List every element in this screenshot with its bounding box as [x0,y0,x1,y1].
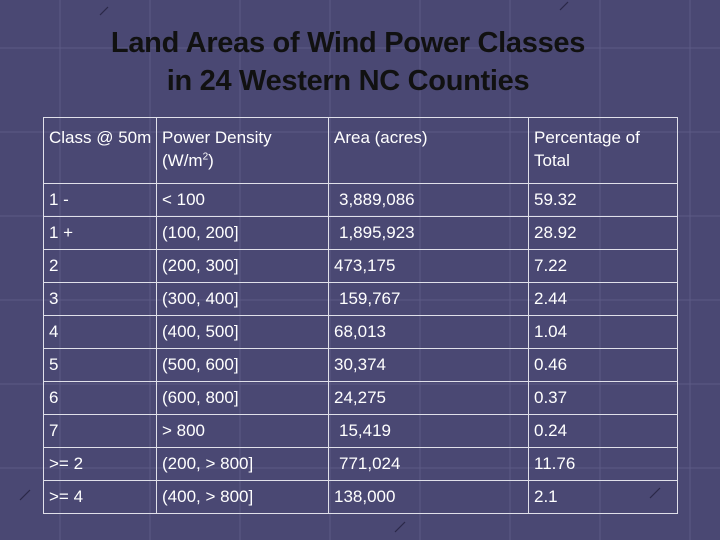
cell-power: (200, 300] [156,249,329,283]
header-power-suffix: ) [208,151,214,170]
cell-area: 15,419 [328,414,529,448]
cell-area: 3,889,086 [328,183,529,217]
header-percentage: Percentage of Total [528,117,678,184]
cell-class: 4 [43,315,157,349]
cell-percentage: 0.37 [528,381,678,415]
cell-class: >= 4 [43,480,157,514]
cell-class: 5 [43,348,157,382]
cell-power: (200, > 800] [156,447,329,481]
table-row: 4 (400, 500] 68,013 1.04 [43,315,678,349]
header-power-sup: 2 [202,151,209,163]
table-row: 1 - < 100 3,889,086 59.32 [43,183,678,217]
cell-percentage: 59.32 [528,183,678,217]
header-class: Class @ 50m [43,117,157,184]
cell-class: 3 [43,282,157,316]
cell-percentage: 2.44 [528,282,678,316]
table-row: 3 (300, 400] 159,767 2.44 [43,282,678,316]
cell-area: 159,767 [328,282,529,316]
title-line-1: Land Areas of Wind Power Classes [110,27,586,59]
cell-power: (600, 800] [156,381,329,415]
table-row: 6 (600, 800] 24,275 0.37 [43,381,678,415]
table-header-row: Class @ 50m Power Density (W/m2) Area (a… [43,117,678,184]
cell-percentage: 0.24 [528,414,678,448]
cell-area: 30,374 [328,348,529,382]
table-row: 5 (500, 600] 30,374 0.46 [43,348,678,382]
cell-percentage: 11.76 [528,447,678,481]
cell-power: < 100 [156,183,329,217]
cell-power: (100, 200] [156,216,329,250]
cell-percentage: 1.04 [528,315,678,349]
cell-class: 7 [43,414,157,448]
header-power-prefix: Power Density (W/m [162,128,272,170]
header-area: Area (acres) [328,117,529,184]
cell-percentage: 28.92 [528,216,678,250]
cell-percentage: 0.46 [528,348,678,382]
cell-power: (300, 400] [156,282,329,316]
table-row: 2 (200, 300] 473,175 7.22 [43,249,678,283]
cell-area: 771,024 [328,447,529,481]
cell-power: (400, 500] [156,315,329,349]
cell-area: 1,895,923 [328,216,529,250]
cell-power: (500, 600] [156,348,329,382]
cell-area: 24,275 [328,381,529,415]
table-row: 7 > 800 15,419 0.24 [43,414,678,448]
cell-percentage: 2.1 [528,480,678,514]
cell-class: 1 + [43,216,157,250]
table-row: >= 2 (200, > 800] 771,024 11.76 [43,447,678,481]
wind-class-table: Class @ 50m Power Density (W/m2) Area (a… [43,117,678,514]
table-row: >= 4 (400, > 800] 138,000 2.1 [43,480,678,514]
cell-power: > 800 [156,414,329,448]
cell-class: >= 2 [43,447,157,481]
cell-power: (400, > 800] [156,480,329,514]
cell-class: 2 [43,249,157,283]
cell-class: 1 - [43,183,157,217]
table-row: 1 + (100, 200] 1,895,923 28.92 [43,216,678,250]
slide-title: Land Areas of Wind Power Classes in 24 W… [0,24,696,100]
cell-area: 473,175 [328,249,529,283]
cell-class: 6 [43,381,157,415]
header-power-density: Power Density (W/m2) [156,117,329,184]
title-line-2: in 24 Western NC Counties [166,65,530,97]
cell-area: 68,013 [328,315,529,349]
cell-area: 138,000 [328,480,529,514]
cell-percentage: 7.22 [528,249,678,283]
